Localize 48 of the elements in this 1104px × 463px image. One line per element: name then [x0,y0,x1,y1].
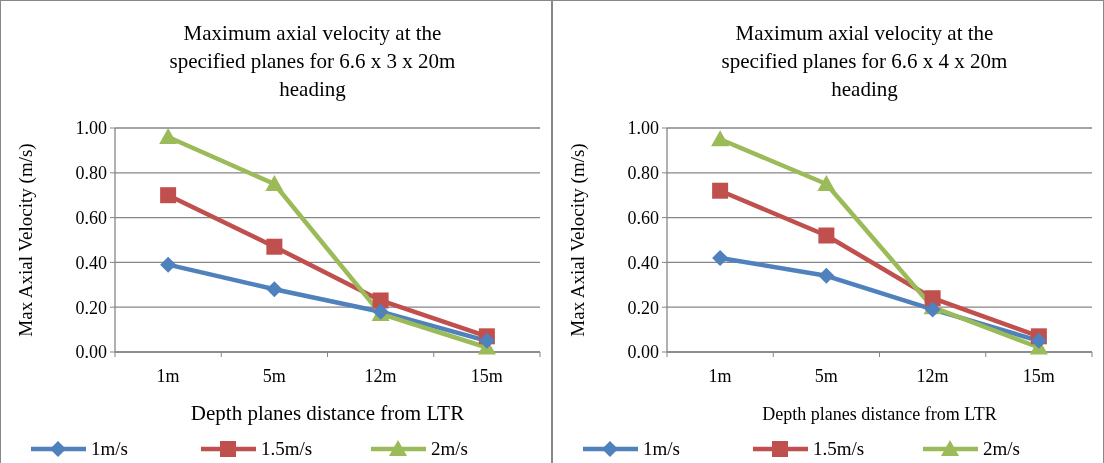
x-tick-label: 15m [1022,366,1055,386]
y-tick-label: 0.00 [627,342,659,363]
y-tick-label: 0.60 [75,207,107,228]
y-axis-title: Max Axial Velocity (m/s) [567,143,589,337]
y-tick-label: 0.00 [75,342,107,363]
x-tick-label: 1m [156,366,180,386]
y-tick-label: 1.00 [627,118,659,139]
point [712,249,729,266]
point [478,332,495,349]
x-tick-label: 12m [916,366,949,386]
point [818,227,835,244]
y-tick-label: 1.00 [75,118,107,139]
y-tick-label: 0.80 [75,163,107,184]
point [160,256,177,273]
point [159,127,178,144]
x-axis-title: Depth planes distance from LTR [762,404,997,424]
y-tick-label: 0.20 [627,297,659,318]
x-tick-label: 15m [470,366,503,386]
point [160,187,177,204]
y-axis-title: Max Axial Velocity (m/s) [15,143,37,337]
point [711,130,730,147]
point [1030,332,1047,349]
point [266,281,283,298]
legend-label: 2m/s [983,438,1020,459]
point [712,182,729,199]
point [818,267,835,284]
legend-label: 1.5m/s [813,438,865,459]
point [265,175,284,191]
legend-label: 1m/s [643,438,680,459]
x-tick-label: 1m [708,366,732,386]
y-tick-label: 0.20 [75,297,107,318]
point [817,175,836,191]
y-tick-label: 0.80 [627,163,659,184]
x-tick-label: 5m [814,366,838,386]
point [924,290,941,307]
legend-label: 2m/s [431,438,468,459]
legend-label: 1m/s [91,438,128,459]
y-tick-label: 0.60 [627,207,659,228]
point [266,238,283,255]
y-tick-label: 0.40 [627,252,659,273]
x-tick-label: 5m [262,366,286,386]
x-tick-label: 12m [364,366,397,386]
chart-title: Maximum axial velocity at the specified planes for 6.6 x 3 x 20m heading [169,21,456,101]
point [372,292,389,309]
y-tick-label: 0.40 [75,252,107,273]
x-axis-title: Depth planes distance from LTR [190,401,465,425]
legend-label: 1.5m/s [261,438,313,459]
chart-title: Maximum axial velocity at the specified planes for 6.6 x 4 x 20m heading [721,21,1008,101]
